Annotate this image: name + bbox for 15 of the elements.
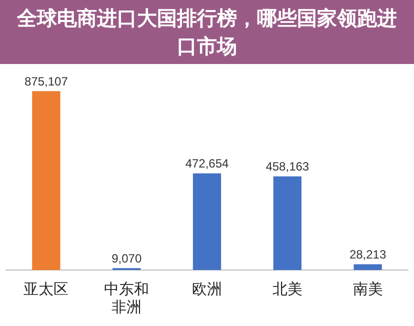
bar <box>32 91 60 270</box>
data-label: 875,107 <box>24 74 68 88</box>
x-tick-label: 北美 <box>272 280 302 298</box>
chart-title: 全球电商进口大国排行榜，哪些国家领跑进口市场 <box>0 0 414 64</box>
x-tick-label: 南美 <box>352 280 383 298</box>
bar <box>354 264 382 270</box>
bar <box>192 173 222 270</box>
x-tick-label: 欧洲 <box>192 280 222 298</box>
data-label: 28,213 <box>349 248 386 262</box>
bar <box>273 176 302 270</box>
data-label: 472,654 <box>185 156 230 171</box>
data-label: 458,163 <box>266 160 310 174</box>
x-tick-label: 中东和非洲 <box>104 280 150 316</box>
data-label: 9,070 <box>112 251 142 266</box>
x-tick-label: 亚太区 <box>24 280 69 298</box>
